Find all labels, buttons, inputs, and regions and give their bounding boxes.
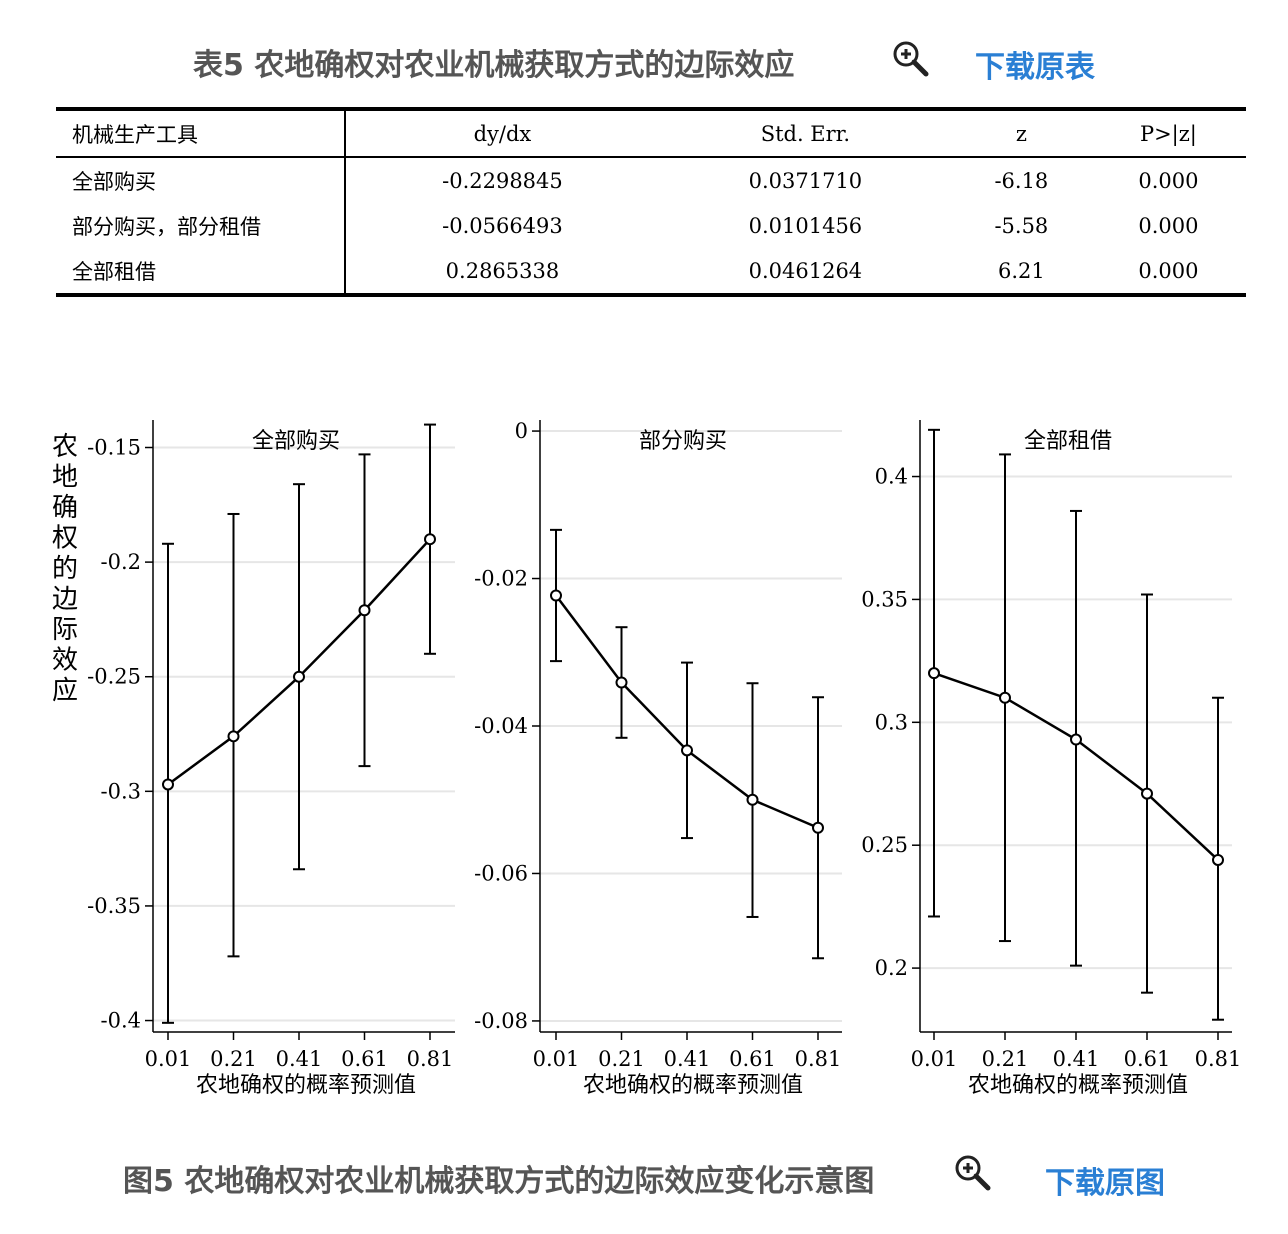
data-point (746, 793, 759, 806)
y-tick-label: 0.3 (875, 710, 908, 734)
panel-title: 全部租借 (1024, 429, 1112, 454)
x-tick-label: 0.81 (795, 1047, 842, 1071)
table-cell: 0.000 (1090, 249, 1246, 297)
x-tick-label: 0.61 (1124, 1047, 1171, 1071)
y-tick-label: 0.35 (861, 587, 908, 611)
x-tick-label: 0.01 (145, 1047, 192, 1071)
x-tick-label: 0.81 (407, 1047, 454, 1071)
table-cell: 0.0371710 (748, 168, 863, 193)
header-cell: z (951, 107, 1091, 158)
data-point (615, 676, 628, 689)
figure-zoom-icon[interactable] (952, 1152, 992, 1192)
data-point (358, 604, 371, 617)
table-cell: 0.0101456 (748, 214, 863, 238)
x-tick-label: 0.41 (1053, 1047, 1100, 1071)
figure-download-link[interactable]: 下载原图 (1045, 1166, 1165, 1201)
table-row: 全部购买 -0.2298845 0.0371710 -6.18 0.000 (56, 157, 1246, 203)
table-row: 全部租借 0.2865338 0.0461264 6.21 0.000 (56, 249, 1246, 297)
x-tick-label: 0.01 (533, 1047, 580, 1071)
x-tick-label: 0.61 (729, 1047, 776, 1071)
table-cell: 0.0461264 (658, 249, 952, 297)
x-tick-label: 0.61 (341, 1047, 388, 1071)
table-cell: -5.58 (994, 214, 1049, 238)
y-tick-label: -0.15 (87, 436, 141, 460)
y-tick-label: 0.2 (875, 956, 908, 980)
y-axis-label: 农地确权的边际效应 (52, 432, 78, 706)
x-axis-label: 农地确权的概率预测值 (196, 1073, 416, 1098)
table-header-row: 机械生产工具 dy/dx Std. Err. z P>|z| (56, 107, 1246, 158)
y-tick-label: -0.04 (474, 714, 528, 738)
results-table: 机械生产工具 dy/dx Std. Err. z P>|z| 全部购买 -0.2… (56, 107, 1246, 297)
data-point (162, 778, 174, 791)
table-cell: 6.21 (951, 249, 1091, 297)
y-tick-label: -0.2 (101, 550, 142, 574)
y-tick-label: -0.08 (474, 1009, 528, 1033)
table-cell: -0.2298845 (442, 168, 563, 193)
y-tick-label: 0 (515, 419, 528, 443)
table-cell: 0.000 (1138, 168, 1199, 193)
table-cell: 部分购买，部分租借 (56, 203, 346, 249)
table-cell: -6.18 (994, 168, 1049, 193)
data-point (1212, 853, 1224, 866)
data-point (812, 821, 824, 834)
x-tick-label: 0.21 (982, 1047, 1029, 1071)
x-tick-label: 0.01 (911, 1047, 958, 1071)
x-axis-label: 农地确权的概率预测值 (583, 1073, 803, 1098)
y-tick-label: -0.4 (101, 1009, 142, 1033)
y-tick-label: -0.02 (474, 567, 528, 591)
x-tick-label: 0.21 (210, 1047, 257, 1071)
data-point (999, 691, 1011, 704)
x-tick-label: 0.21 (598, 1047, 645, 1071)
header-cell: 机械生产工具 (56, 107, 346, 158)
table-cell: -0.0566493 (442, 214, 563, 238)
table-cell: 全部购买 (56, 157, 346, 203)
x-tick-label: 0.81 (1195, 1047, 1242, 1071)
panel-title: 全部购买 (252, 429, 340, 454)
data-point (550, 589, 562, 602)
y-tick-label: -0.35 (87, 894, 141, 918)
data-point (928, 667, 940, 680)
y-tick-label: -0.25 (87, 665, 141, 689)
table-row: 部分购买，部分租借 -0.0566493 0.0101456 -5.58 0.0… (56, 203, 1246, 249)
data-point (293, 670, 305, 683)
header-cell: dy/dx (345, 107, 659, 158)
table-cell: 全部租借 (56, 249, 346, 297)
x-axis-label: 农地确权的概率预测值 (968, 1073, 1188, 1098)
x-tick-label: 0.41 (276, 1047, 323, 1071)
header-cell: P>|z| (1090, 107, 1246, 158)
y-tick-label: -0.3 (101, 779, 142, 803)
data-point (681, 744, 693, 757)
panel-title: 部分购买 (639, 429, 727, 454)
y-tick-label: 0.4 (875, 465, 908, 489)
table-download-link[interactable]: 下载原表 (975, 50, 1095, 85)
x-tick-label: 0.41 (664, 1047, 711, 1071)
data-point (227, 730, 240, 743)
table-zoom-icon[interactable] (890, 38, 930, 78)
figure-caption: 图5 农地确权对农业机械获取方式的边际效应变化示意图 (123, 1164, 875, 1199)
header-cell: Std. Err. (658, 107, 952, 158)
table-cell: 0.2865338 (345, 249, 659, 297)
table-cell: 0.000 (1138, 214, 1199, 238)
data-point (1070, 733, 1082, 746)
table-caption: 表5 农地确权对农业机械获取方式的边际效应 (193, 48, 795, 83)
data-point (1141, 787, 1153, 800)
y-tick-label: 0.25 (861, 833, 908, 857)
y-tick-label: -0.06 (474, 861, 528, 885)
data-point (424, 533, 436, 546)
